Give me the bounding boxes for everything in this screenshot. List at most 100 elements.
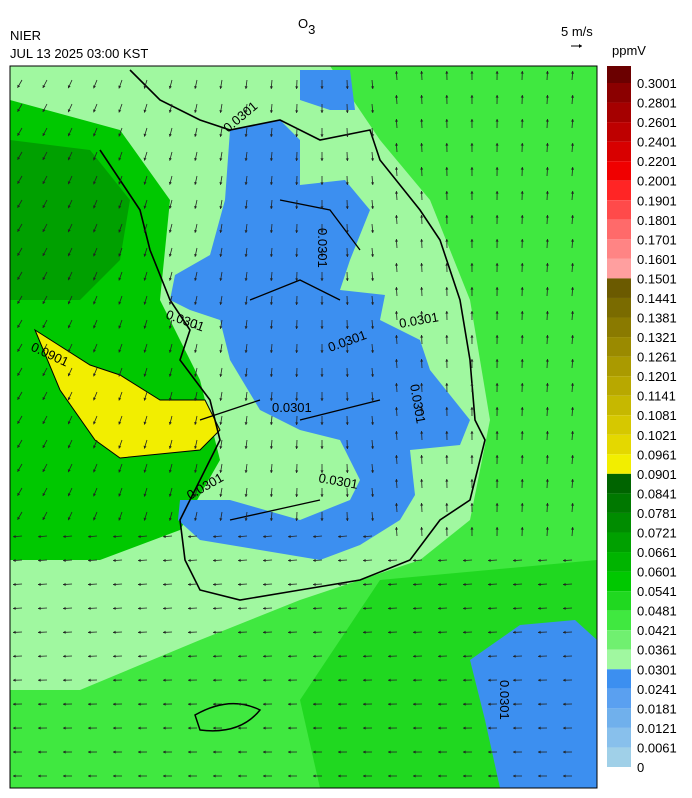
wind-arrow-head xyxy=(67,109,71,113)
wind-arrow-head xyxy=(363,726,366,730)
wind-arrow-head xyxy=(488,678,491,682)
wind-arrow-head xyxy=(338,630,341,634)
wind-arrow-head xyxy=(545,191,549,194)
wind-arrow-head xyxy=(445,359,449,362)
wind-arrow-head xyxy=(13,534,16,539)
wind-arrow-head xyxy=(269,134,273,137)
colorbar-label: 0.0961 xyxy=(637,447,677,462)
colorbar-label: 0.0601 xyxy=(637,565,677,580)
wind-arrow-head xyxy=(345,230,349,233)
wind-arrow-head xyxy=(388,582,391,586)
wind-arrow-head xyxy=(88,582,91,586)
wind-arrow-head xyxy=(63,678,66,682)
wind-arrow-head xyxy=(363,582,366,586)
wind-arrow-head xyxy=(113,726,116,730)
wind-arrow-head xyxy=(143,277,147,281)
wind-arrow-head xyxy=(88,702,91,706)
wind-arrow-head xyxy=(168,445,172,449)
wind-arrow-head xyxy=(93,445,96,449)
wind-arrow-head xyxy=(563,726,566,730)
colorbar-label: 0.1381 xyxy=(637,311,677,326)
wind-arrow-head xyxy=(420,215,424,218)
wind-arrow-head xyxy=(420,119,424,122)
wind-arrow-head xyxy=(371,422,375,425)
zone-blue-north xyxy=(300,70,355,110)
wind-arrow-head xyxy=(495,431,499,434)
colorbar-segment xyxy=(607,669,631,689)
wind-arrow-head xyxy=(269,110,273,113)
wind-arrow-head xyxy=(138,582,141,586)
wind-arrow-head xyxy=(470,71,474,74)
wind-arrow-head xyxy=(188,630,191,634)
wind-arrow-head xyxy=(288,654,291,658)
wind-arrow-head xyxy=(295,470,299,473)
wind-arrow-head xyxy=(563,606,566,610)
wind-arrow-head xyxy=(563,750,566,754)
wind-arrow-head xyxy=(470,383,474,386)
colorbar-label: 0.2401 xyxy=(637,135,677,150)
wind-arrow-head xyxy=(118,109,122,113)
wind-arrow-head xyxy=(244,254,248,257)
wind-arrow-head xyxy=(188,606,191,610)
agency: NIER xyxy=(10,28,41,43)
wind-arrow-head xyxy=(470,119,474,122)
wind-arrow-head xyxy=(93,133,96,137)
wind-arrow-head xyxy=(244,326,248,329)
wind-arrow-head xyxy=(420,263,424,266)
wind-arrow-head xyxy=(520,383,524,386)
wind-arrow-head xyxy=(470,191,474,194)
wind-arrow-head xyxy=(420,167,424,170)
colorbar-label: 0.0721 xyxy=(637,525,677,540)
wind-arrow-head xyxy=(570,431,575,434)
wind-arrow-head xyxy=(219,110,223,113)
wind-arrow-head xyxy=(495,287,499,290)
wind-arrow-head xyxy=(320,86,324,89)
wind-arrow-head xyxy=(570,191,575,194)
wind-arrow-head xyxy=(113,774,116,778)
wind-arrow-head xyxy=(42,180,46,184)
colorbar-segment xyxy=(607,161,631,181)
wind-arrow-head xyxy=(538,750,541,754)
wind-arrow-head xyxy=(513,558,516,563)
colorbar-label: 0.2201 xyxy=(637,154,677,169)
wind-arrow-head xyxy=(388,654,391,658)
wind-arrow-head xyxy=(219,326,223,329)
wind-arrow-head xyxy=(320,110,324,113)
wind-arrow-head xyxy=(93,397,96,401)
wind-arrow-head xyxy=(219,350,223,353)
colorbar-segment xyxy=(607,122,631,142)
contour-label: 0.0301 xyxy=(315,228,330,268)
wind-arrow-head xyxy=(488,702,491,706)
wind-arrow-head xyxy=(219,278,223,281)
wind-arrow-head xyxy=(520,287,524,290)
colorbar-segment xyxy=(607,591,631,611)
wind-arrow-head xyxy=(445,407,449,410)
wind-arrow-head xyxy=(143,85,147,89)
wind-arrow-head xyxy=(17,324,21,328)
wind-arrow-head xyxy=(320,446,324,449)
wind-arrow-head xyxy=(88,654,91,658)
wind-arrow-head xyxy=(118,397,122,401)
wind-arrow-head xyxy=(288,750,291,754)
wind-arrow-head xyxy=(244,518,248,521)
wind-arrow-head xyxy=(371,326,375,329)
wind-arrow-head xyxy=(194,373,198,377)
wind-arrow-head xyxy=(168,229,172,233)
wind-arrow-head xyxy=(363,702,366,706)
wind-arrow-head xyxy=(463,654,466,658)
wind-arrow-head xyxy=(320,470,324,473)
wind-arrow-head xyxy=(470,527,474,530)
wind-arrow-head xyxy=(388,750,391,754)
wind-arrow-head xyxy=(219,518,223,521)
wind-arrow-head xyxy=(295,350,299,353)
wind-arrow-head xyxy=(269,422,273,425)
wind-arrow-head xyxy=(93,253,96,257)
wind-arrow-head xyxy=(138,702,141,706)
wind-arrow-head xyxy=(194,421,198,425)
wind-arrow-head xyxy=(520,263,524,266)
wind-arrow-head xyxy=(371,182,375,185)
wind-arrow-head xyxy=(545,95,549,98)
wind-arrow-head xyxy=(163,534,166,539)
